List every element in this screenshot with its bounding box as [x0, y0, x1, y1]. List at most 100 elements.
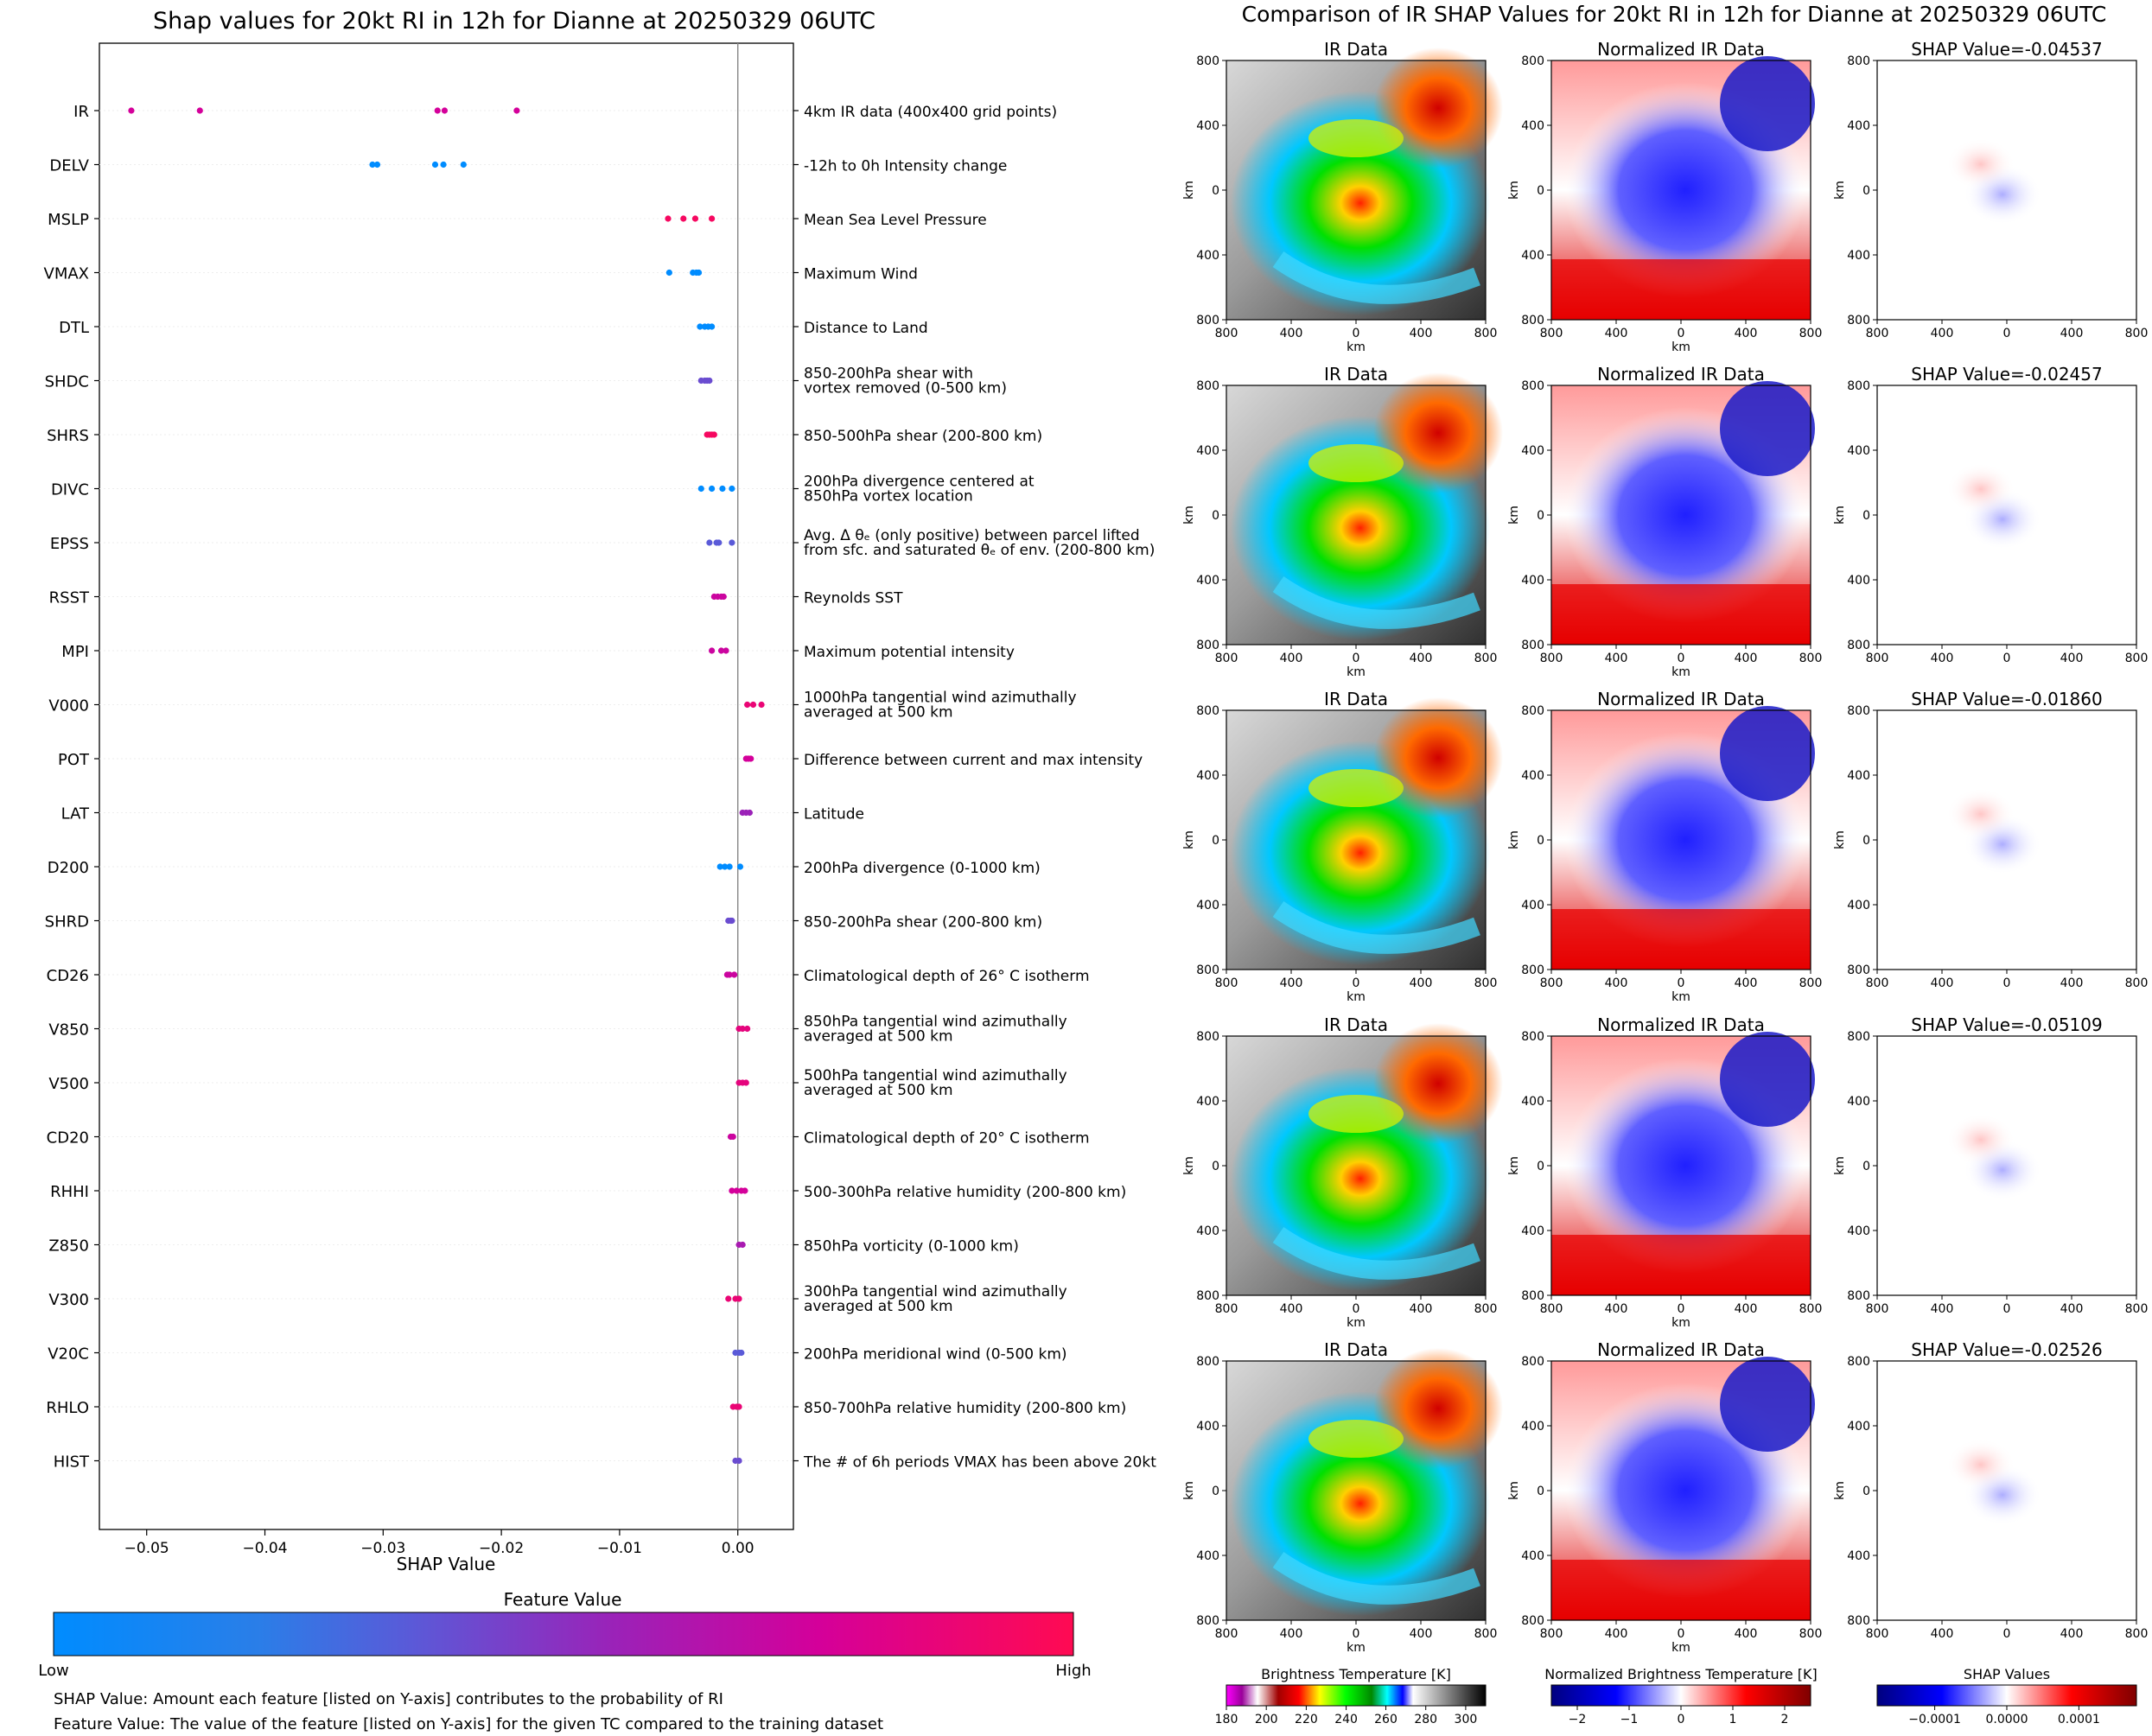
y-tick-label: 0: [1862, 1485, 1870, 1498]
x-tick-label: 400: [1931, 652, 1954, 665]
y-axis-unit: km: [1833, 1481, 1847, 1500]
x-tick-label: 800: [1540, 652, 1563, 665]
feature-rows: IR 4km IR data (400x400 grid points) DELV -…: [44, 103, 1157, 1472]
normalized-ir-panel: Normalized IR Data8008004004000040040080…: [1507, 689, 1822, 1004]
norm-warm-south: [1551, 584, 1811, 645]
y-tick-label: 0: [1537, 509, 1544, 523]
y-tick-label: 400: [1196, 769, 1219, 783]
y-tick-label: 800: [1196, 963, 1219, 977]
x-axis-ticks: −0.05 −0.04 −0.03 −0.02 −0.01 0.00: [124, 1529, 754, 1557]
y-tick-label: 800: [1196, 1614, 1219, 1628]
shap-point: [746, 809, 753, 817]
feature-label: MPI: [61, 643, 89, 661]
y-axis-unit: km: [1182, 181, 1196, 200]
x-tick-label: 400: [1410, 327, 1433, 340]
shap-map-panel: SHAP Value=-0.04537800800400400004004008…: [1833, 39, 2148, 340]
x-tick-label: 800: [1799, 1302, 1823, 1316]
y-tick-label: 400: [1521, 574, 1544, 588]
x-tick-label: 400: [2060, 652, 2084, 665]
shap-point: [716, 863, 723, 870]
footnote-feature: Feature Value: The value of the feature …: [54, 1715, 883, 1733]
feature-row: HIST The # of 6h periods VMAX has been ab…: [54, 1453, 1156, 1472]
feature-row: V000 1000hPa tangential wind azimuthallya…: [48, 690, 1076, 722]
shap-point: [695, 269, 703, 277]
x-tick-label: 400: [1931, 976, 1954, 990]
norm-warm-south: [1551, 259, 1811, 320]
x-tick-label: 800: [1474, 327, 1498, 340]
y-tick-label: 0: [1212, 509, 1219, 523]
shap-point: [697, 323, 704, 330]
y-tick-label: 400: [1847, 444, 1870, 458]
x-tick-label: 800: [1540, 976, 1563, 990]
panel-title: SHAP Value=-0.01860: [1911, 689, 2102, 709]
feature-description: 850-500hPa shear (200-800 km): [804, 428, 1042, 445]
feature-row: V300 300hPa tangential wind azimuthallyav…: [48, 1283, 1066, 1315]
x-axis-unit: km: [1671, 1641, 1690, 1655]
x-tick-label: 400: [1280, 1627, 1303, 1641]
y-tick-label: 400: [1196, 574, 1219, 588]
shap-point: [726, 863, 733, 870]
y-tick-label: 400: [1521, 1224, 1544, 1238]
x-tick-label: 0: [2003, 327, 2011, 340]
y-tick-label: 400: [1196, 1224, 1219, 1238]
x-tick-label: 800: [1799, 327, 1823, 340]
feature-label: POT: [58, 751, 90, 769]
panel-title: Normalized IR Data: [1597, 364, 1765, 385]
x-tick-label: 400: [1410, 1302, 1433, 1316]
x-tick-label: 800: [2125, 976, 2149, 990]
colorbar-gradient: [1550, 1684, 1811, 1707]
x-tick-label: 400: [1605, 652, 1628, 665]
feature-description: averaged at 500 km: [804, 704, 953, 722]
feature-description: Avg. Δ θₑ (only positive) between parcel…: [804, 527, 1140, 544]
x-tick-label: 800: [1474, 652, 1498, 665]
y-tick-label: 800: [1847, 963, 1870, 977]
colorbar-tick-label: 0.0000: [1986, 1713, 2028, 1726]
normalized-ir-panel: Normalized IR Data8008004004000040040080…: [1507, 1339, 1822, 1655]
y-axis-unit: km: [1833, 506, 1847, 525]
feature-description: 300hPa tangential wind azimuthally: [804, 1283, 1067, 1300]
shap-positive-area: [1946, 1439, 2015, 1491]
shap-point: [709, 485, 716, 493]
colorbar-tick-label: 1: [1729, 1713, 1737, 1726]
ir-colorbars: Brightness Temperature [K] 180 200 220 240 26…: [1215, 1666, 2137, 1726]
shap-point: [726, 971, 733, 978]
shap-point: [738, 1349, 745, 1357]
feature-description: Maximum Wind: [804, 266, 918, 283]
x-tick-label: 400: [1735, 1302, 1758, 1316]
feature-description: The # of 6h periods VMAX has been above …: [803, 1454, 1156, 1472]
colorbar-tick-label: 220: [1295, 1713, 1318, 1726]
x-tick-label: 0: [1678, 976, 1685, 990]
y-tick-label: 800: [1521, 1289, 1544, 1303]
x-axis-unit: km: [1347, 1316, 1366, 1330]
x-tick-label: 400: [1280, 976, 1303, 990]
feature-label: IR: [73, 103, 89, 121]
y-axis-unit: km: [1182, 506, 1196, 525]
panel-title: SHAP Value=-0.02457: [1911, 364, 2102, 385]
ir-cold-cloud: [1373, 1348, 1503, 1469]
shap-point: [709, 323, 716, 330]
x-axis-unit: km: [1671, 1316, 1690, 1330]
x-tick-label: −0.04: [242, 1540, 287, 1557]
feature-description: 850-200hPa shear (200-800 km): [804, 914, 1042, 932]
y-tick-label: 400: [1196, 899, 1219, 913]
colorbar-tick-label: 240: [1334, 1713, 1358, 1726]
y-tick-label: 400: [1847, 769, 1870, 783]
feature-description: averaged at 500 km: [804, 1082, 953, 1099]
ir-band-north: [1308, 1095, 1404, 1133]
shap-positive-area: [1946, 138, 2015, 190]
x-tick-label: 400: [1735, 652, 1758, 665]
panel-title: SHAP Value=-0.02526: [1911, 1339, 2102, 1360]
colorbar-high: High: [1055, 1662, 1091, 1680]
x-tick-label: 0: [1678, 1627, 1685, 1641]
y-tick-label: 800: [1196, 1289, 1219, 1303]
colorbar-tick-label: −0.0001: [1908, 1713, 1961, 1726]
feature-label: DELV: [49, 157, 89, 175]
y-tick-label: 400: [1847, 119, 1870, 133]
x-tick-label: −0.05: [124, 1540, 169, 1557]
shap-positive-area: [1946, 788, 2015, 840]
feature-row: RSST Reynolds SST: [49, 589, 903, 607]
normalized-ir-panel: Normalized IR Data8008004004000040040080…: [1507, 39, 1822, 354]
